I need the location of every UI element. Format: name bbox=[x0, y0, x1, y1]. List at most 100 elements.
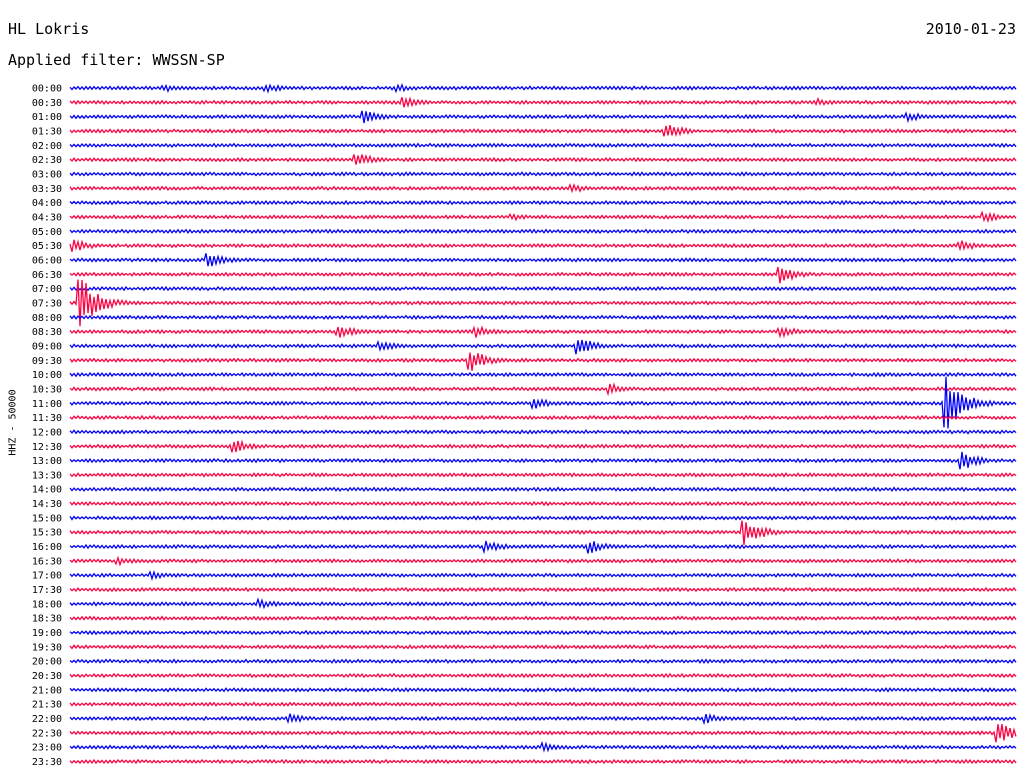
row-time-label: 15:30 bbox=[32, 528, 62, 539]
seismic-trace bbox=[69, 83, 1017, 94]
row-time-label: 06:00 bbox=[32, 255, 62, 266]
row-time-label: 08:00 bbox=[32, 313, 62, 324]
row-time-label: 21:00 bbox=[32, 685, 62, 696]
seismic-trace bbox=[69, 266, 1017, 284]
row-time-label: 23:30 bbox=[32, 757, 62, 768]
seismic-trace bbox=[69, 124, 1017, 138]
row-time-label: 00:30 bbox=[32, 98, 62, 109]
seismic-trace bbox=[69, 314, 1017, 321]
seismic-trace bbox=[69, 171, 1017, 177]
row-time-label: 20:00 bbox=[32, 657, 62, 668]
seismic-trace bbox=[69, 687, 1017, 693]
row-time-label: 11:00 bbox=[32, 399, 62, 410]
row-time-label: 11:30 bbox=[32, 413, 62, 424]
row-time-label: 01:00 bbox=[32, 112, 62, 123]
row-time-label: 02:00 bbox=[32, 141, 62, 152]
seismic-trace bbox=[69, 376, 1017, 429]
row-time-label: 02:30 bbox=[32, 155, 62, 166]
row-time-label: 23:00 bbox=[32, 743, 62, 754]
seismic-trace bbox=[69, 724, 1017, 743]
seismic-trace bbox=[69, 439, 1017, 453]
seismic-trace bbox=[69, 110, 1017, 124]
row-time-label: 19:30 bbox=[32, 642, 62, 653]
row-time-label: 10:30 bbox=[32, 384, 62, 395]
seismic-trace bbox=[69, 239, 1017, 252]
seismic-trace bbox=[69, 758, 1017, 765]
seismic-trace bbox=[69, 451, 1017, 470]
seismic-trace bbox=[69, 644, 1017, 650]
seismic-trace bbox=[69, 285, 1017, 292]
row-time-label: 18:30 bbox=[32, 614, 62, 625]
row-time-label: 09:00 bbox=[32, 341, 62, 352]
seismic-trace bbox=[69, 352, 1017, 371]
seismic-trace bbox=[69, 500, 1017, 507]
seismic-trace bbox=[69, 615, 1017, 621]
seismic-trace bbox=[69, 701, 1017, 707]
seismic-trace bbox=[69, 515, 1017, 521]
seismic-trace bbox=[69, 153, 1017, 165]
seismic-trace bbox=[69, 142, 1017, 149]
seismic-trace bbox=[69, 182, 1017, 194]
seismic-trace bbox=[69, 339, 1017, 355]
seismic-trace bbox=[69, 414, 1017, 421]
row-time-label: 12:30 bbox=[32, 442, 62, 453]
row-time-label: 18:00 bbox=[32, 599, 62, 610]
row-time-label: 16:00 bbox=[32, 542, 62, 553]
row-time-label: 20:30 bbox=[32, 671, 62, 682]
seismic-trace bbox=[69, 569, 1017, 581]
row-time-label: 22:30 bbox=[32, 728, 62, 739]
seismic-trace bbox=[69, 325, 1017, 339]
row-time-label: 10:00 bbox=[32, 370, 62, 381]
record-date: 2010-01-23 bbox=[925, 20, 1016, 38]
station-name: HL Lokris bbox=[8, 20, 90, 38]
row-time-label: 22:00 bbox=[32, 714, 62, 725]
row-time-label: 15:00 bbox=[32, 513, 62, 524]
seismic-trace bbox=[69, 228, 1017, 235]
seismic-trace bbox=[69, 210, 1017, 224]
row-time-label: 14:00 bbox=[32, 485, 62, 496]
row-time-label: 17:00 bbox=[32, 571, 62, 582]
row-time-label: 03:00 bbox=[32, 169, 62, 180]
row-time-label: 06:30 bbox=[32, 270, 62, 281]
seismic-trace bbox=[69, 672, 1017, 679]
seismic-trace bbox=[69, 712, 1017, 726]
row-time-label: 21:30 bbox=[32, 700, 62, 711]
filter-label: Applied filter: WWSSN-SP bbox=[8, 51, 225, 69]
seismic-trace bbox=[69, 629, 1017, 636]
seismic-trace bbox=[69, 96, 1017, 108]
seismic-trace bbox=[69, 371, 1017, 378]
row-time-label: 09:30 bbox=[32, 356, 62, 367]
seismic-trace bbox=[69, 740, 1017, 753]
row-time-label: 04:30 bbox=[32, 212, 62, 223]
row-time-label: 01:30 bbox=[32, 126, 62, 137]
row-time-label: 16:30 bbox=[32, 556, 62, 567]
row-time-label: 07:30 bbox=[32, 298, 62, 309]
seismic-trace bbox=[69, 429, 1017, 435]
seismic-trace bbox=[69, 586, 1017, 593]
seismic-trace bbox=[69, 540, 1017, 555]
row-time-label: 17:30 bbox=[32, 585, 62, 596]
row-time-label: 05:30 bbox=[32, 241, 62, 252]
seismic-trace bbox=[69, 597, 1017, 610]
row-time-label: 13:30 bbox=[32, 470, 62, 481]
seismic-trace bbox=[69, 472, 1017, 478]
seismic-trace bbox=[69, 486, 1017, 492]
seismic-trace bbox=[69, 555, 1017, 567]
seismic-trace bbox=[69, 520, 1017, 545]
row-time-label: 05:00 bbox=[32, 227, 62, 238]
row-time-label: 19:00 bbox=[32, 628, 62, 639]
row-time-label: 03:30 bbox=[32, 184, 62, 195]
row-time-label: 12:00 bbox=[32, 427, 62, 438]
seismic-trace bbox=[69, 199, 1017, 206]
row-time-label: 14:30 bbox=[32, 499, 62, 510]
row-time-label: 00:00 bbox=[32, 84, 62, 95]
row-time-label: 07:00 bbox=[32, 284, 62, 295]
seismic-trace bbox=[69, 279, 1017, 327]
row-time-label: 04:00 bbox=[32, 198, 62, 209]
seismic-trace bbox=[69, 382, 1017, 397]
row-time-label: 13:00 bbox=[32, 456, 62, 467]
seismic-trace bbox=[69, 253, 1017, 267]
seismic-trace bbox=[69, 658, 1017, 665]
row-time-label: 08:30 bbox=[32, 327, 62, 338]
